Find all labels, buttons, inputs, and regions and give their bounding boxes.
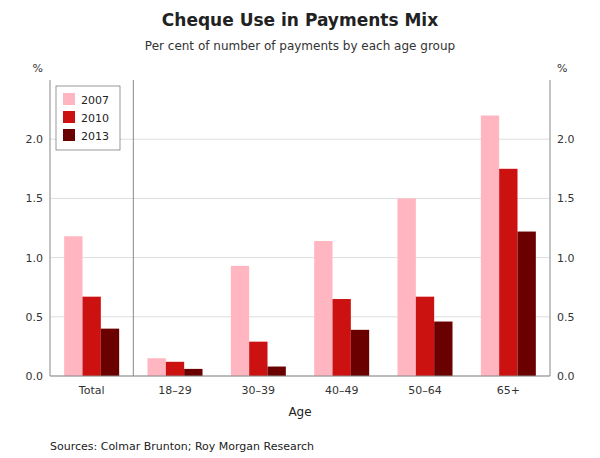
y-tick-label: 1.0 (26, 252, 44, 265)
bar (184, 369, 202, 376)
bar (518, 232, 536, 376)
bar (231, 266, 249, 376)
legend-label: 2007 (81, 94, 109, 107)
legend: 2007 2010 2013 (56, 86, 120, 150)
x-tick-label: Total (78, 384, 105, 397)
x-axis-line (50, 376, 550, 377)
grid-line (50, 316, 550, 317)
chart: Cheque Use in Payments Mix Per cent of nu… (0, 0, 600, 458)
subtitle: Per cent of number of payments by each a… (145, 39, 455, 53)
y2-tick-label: 1.5 (557, 192, 575, 205)
bar (434, 322, 452, 376)
bars (64, 116, 536, 376)
y-tick-label: 1.5 (26, 192, 44, 205)
grid-line (50, 376, 550, 377)
legend-swatch (63, 93, 75, 105)
y-axis-line (50, 80, 51, 376)
x-tick-label: 65+ (497, 384, 520, 397)
bar (249, 342, 267, 376)
bar (314, 241, 332, 376)
y2-tick-label: 2.0 (557, 133, 575, 146)
bar (333, 299, 351, 376)
y2-tick-label: 1.0 (557, 252, 575, 265)
bar (499, 169, 517, 376)
bar (148, 358, 166, 376)
x-tick-label: 40–49 (325, 384, 359, 397)
background (0, 0, 600, 458)
bar (101, 329, 119, 376)
bar (351, 330, 369, 376)
y2-tick-label: 0.5 (557, 311, 575, 324)
x-tick-label: 18–29 (158, 384, 192, 397)
title: Cheque Use in Payments Mix (162, 10, 438, 30)
grid-line (50, 257, 550, 258)
y2-axis-line (550, 80, 551, 376)
bar (166, 362, 184, 376)
bar (268, 367, 286, 376)
grid-line (50, 139, 550, 140)
x-label: Age (288, 405, 311, 419)
y2-tick-label: 0.0 (557, 370, 575, 383)
y-tick-label: 2.0 (26, 133, 44, 146)
x-tick-label: 30–39 (242, 384, 276, 397)
legend-box (56, 86, 120, 150)
y-tick-label: 0.5 (26, 311, 44, 324)
bar (416, 297, 434, 376)
legend-swatch (63, 111, 75, 123)
y-label: % (33, 62, 43, 75)
x-tick-label: 50–64 (408, 384, 442, 397)
grid (50, 139, 550, 376)
bar (398, 198, 416, 376)
legend-label: 2010 (81, 112, 109, 125)
y-tick-label: 0.0 (26, 370, 44, 383)
legend-label: 2013 (81, 130, 109, 143)
bar (481, 116, 499, 376)
separator (133, 80, 134, 376)
source-note: Sources: Colmar Brunton; Roy Morgan Rese… (50, 440, 314, 453)
bar (64, 236, 82, 376)
y2-label: % (557, 62, 567, 75)
legend-swatch (63, 129, 75, 141)
grid-line (50, 198, 550, 199)
bar (83, 297, 101, 376)
